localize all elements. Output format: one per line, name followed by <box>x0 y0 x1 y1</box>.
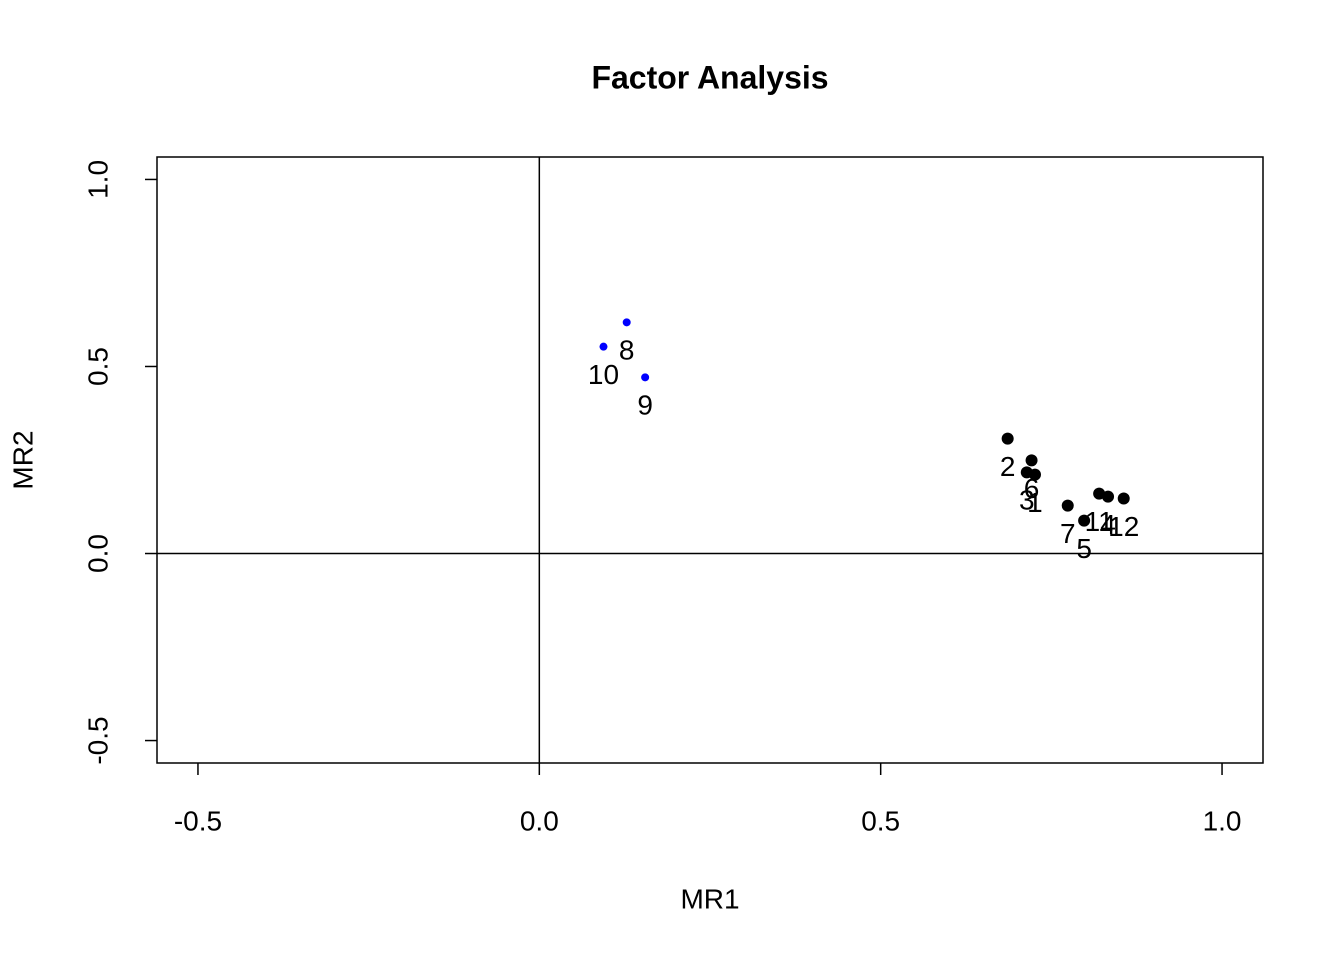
point-label: 2 <box>1000 451 1016 482</box>
point-label: 11 <box>1085 506 1114 537</box>
y-tick-label: 1.0 <box>82 160 113 199</box>
plot-frame <box>156 156 1264 764</box>
point-label: 8 <box>619 335 635 366</box>
x-tick-label: 0.5 <box>861 805 900 836</box>
point <box>1117 492 1130 505</box>
point <box>1093 487 1106 500</box>
y-tick-label: 0.5 <box>82 347 113 386</box>
chart-title: Factor Analysis <box>591 59 828 95</box>
point-label: 4 <box>1100 509 1116 540</box>
x-axis-title: MR1 <box>680 883 739 914</box>
point <box>1001 432 1014 445</box>
point-label: 12 <box>1108 511 1139 542</box>
point-label: 10 <box>588 359 619 390</box>
x-tick-label: -0.5 <box>174 805 222 836</box>
point-label: 3 <box>1019 485 1035 516</box>
point <box>1078 514 1091 527</box>
y-tick-label: -0.5 <box>82 716 113 764</box>
point-label: 5 <box>1076 533 1092 564</box>
y-axis-title: MR2 <box>7 430 38 489</box>
point <box>1061 499 1074 512</box>
x-tick-label: 0.0 <box>520 805 559 836</box>
point-label: 7 <box>1060 518 1076 549</box>
y-tick-label: 0.0 <box>82 534 113 573</box>
point <box>622 318 631 327</box>
point-label: 9 <box>637 390 653 421</box>
point-label: 6 <box>1024 473 1040 504</box>
point-label: 1 <box>1027 487 1043 518</box>
x-tick-label: 1.0 <box>1203 805 1242 836</box>
point <box>1020 466 1033 479</box>
point <box>1025 454 1038 467</box>
point <box>641 373 650 382</box>
point <box>599 342 608 351</box>
